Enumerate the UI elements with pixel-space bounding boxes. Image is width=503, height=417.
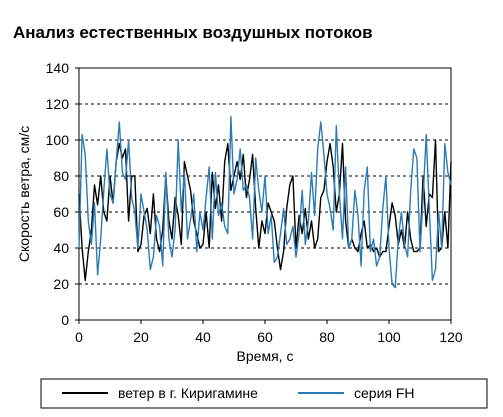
x-tick-labels: 0 20 40 60 80 100 120 (75, 329, 463, 345)
legend-box (40, 378, 488, 409)
x-tick-label: 40 (195, 329, 211, 345)
tick-marks (75, 67, 452, 324)
series-line-2 (78, 115, 452, 289)
series-lines (78, 115, 452, 289)
y-tick-label: 0 (61, 312, 69, 328)
y-axis-label: Скорость ветра, см/с (16, 126, 32, 262)
x-tick-label: 60 (257, 329, 273, 345)
legend-label-2: серия FH (354, 385, 415, 401)
legend: ветер в г. Киригамине серия FH (62, 385, 415, 401)
y-tick-label: 140 (46, 60, 70, 76)
x-tick-label: 20 (133, 329, 149, 345)
y-tick-label: 20 (53, 276, 69, 292)
x-tick-label: 120 (439, 329, 463, 345)
grid-lines (79, 103, 451, 285)
y-tick-label: 60 (53, 204, 69, 220)
series-line-1 (78, 139, 452, 282)
chart-title: Анализ естественных воздушных потоков (13, 23, 373, 42)
y-tick-label: 80 (53, 168, 69, 184)
y-tick-label: 120 (46, 96, 70, 112)
legend-label-1: ветер в г. Киригамине (118, 385, 258, 401)
y-tick-label: 100 (46, 132, 70, 148)
x-tick-label: 0 (75, 329, 83, 345)
y-tick-label: 40 (53, 240, 69, 256)
y-tick-labels: 0 20 40 60 80 100 120 140 (46, 60, 70, 328)
x-axis-label: Время, с (237, 348, 294, 364)
x-tick-label: 80 (319, 329, 335, 345)
x-tick-label: 100 (377, 329, 401, 345)
